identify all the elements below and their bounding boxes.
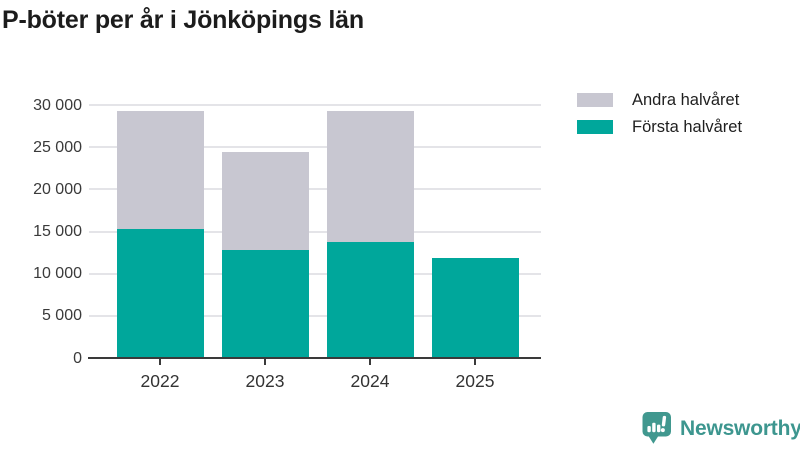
x-tick-label: 2025 <box>455 371 495 391</box>
x-tick <box>369 359 371 365</box>
legend: Andra halvåret Första halvåret <box>577 91 743 147</box>
y-tick-label: 20 000 <box>33 180 82 198</box>
bar-2025-forsta-halvaret <box>431 257 519 358</box>
x-tick-label: 2024 <box>350 371 390 391</box>
grid-line <box>89 314 541 317</box>
legend-label: Andra halvåret <box>632 91 740 109</box>
newsworthy-bubble-chart-icon <box>642 412 671 444</box>
y-tick-label: 15 000 <box>33 223 82 240</box>
grid-line <box>89 104 541 106</box>
x-tick <box>159 359 161 365</box>
newsworthy-logo: Newsworthy <box>641 411 800 446</box>
bar-2024-forsta-halvaret <box>326 242 414 358</box>
grid-line <box>89 188 541 191</box>
y-tick-label: 5 000 <box>41 307 82 325</box>
legend-swatch-forsta-halvaret <box>577 120 613 134</box>
x-tick <box>264 359 266 365</box>
bar-2022-andra-halvaret <box>116 111 204 229</box>
y-tick-label: 0 <box>73 349 82 367</box>
x-tick-label: 2022 <box>140 371 180 391</box>
x-tick <box>474 359 476 365</box>
grid-line <box>89 230 541 233</box>
bar-2024-andra-halvaret <box>326 110 414 243</box>
bar-2022-forsta-halvaret <box>116 228 204 358</box>
legend-swatch-andra-halvaret <box>577 93 613 107</box>
newsworthy-wordmark: Newsworthy <box>680 416 800 440</box>
y-tick-label: 10 000 <box>33 265 82 283</box>
legend-label: Första halvåret <box>632 118 743 136</box>
bar-2023-andra-halvaret <box>221 152 309 251</box>
legend-item-forsta-halvaret: Första halvåret <box>577 118 743 136</box>
y-tick-label: 30 000 <box>33 96 82 114</box>
x-tick-label: 2023 <box>245 371 285 391</box>
legend-item-andra-halvaret: Andra halvåret <box>577 91 742 109</box>
x-axis-line <box>88 356 541 359</box>
y-tick-label: 25 000 <box>33 138 82 156</box>
chart-title: P-böter per år i Jönköpings län <box>2 6 364 34</box>
bar-2023-forsta-halvaret <box>221 250 309 358</box>
grid-line <box>89 146 541 149</box>
plot-area: 0 5 000 10 000 15 000 20 000 25 000 30 000 2022… <box>33 97 541 391</box>
grid-line <box>89 272 541 275</box>
